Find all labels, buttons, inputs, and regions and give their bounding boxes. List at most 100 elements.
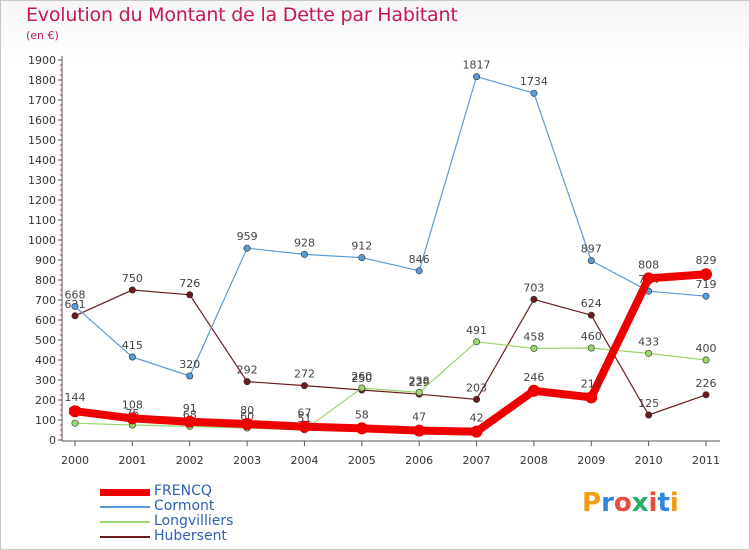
series-line-cormont	[74, 75, 707, 377]
y-tick-label: 0	[49, 434, 56, 447]
data-label-longvilliers: 400	[696, 342, 717, 355]
data-point-cormont	[415, 267, 423, 275]
data-label-frencq: 47	[412, 411, 426, 424]
x-tick-label: 2000	[61, 454, 89, 467]
y-tick-label: 1900	[28, 54, 56, 67]
data-point-cormont	[530, 89, 538, 97]
data-label-frencq: 246	[523, 371, 544, 384]
data-point-frencq	[241, 418, 254, 430]
data-label-hubersent: 292	[237, 364, 258, 377]
legend-item-frencq: FRENCQ	[100, 484, 340, 499]
legend-item-longvilliers: Longvilliers	[100, 514, 340, 529]
data-label-longvilliers: 433	[638, 335, 659, 348]
x-tick-label: 2003	[233, 454, 261, 467]
data-label-cormont: 959	[237, 230, 258, 243]
data-label-hubersent: 750	[122, 272, 143, 285]
data-point-hubersent	[587, 311, 595, 319]
data-label-cormont: 415	[122, 339, 143, 352]
data-point-longvilliers	[645, 349, 653, 357]
y-tick-label: 1800	[28, 74, 56, 87]
data-point-longvilliers	[358, 384, 366, 392]
data-point-cormont	[186, 372, 194, 380]
logo-letter: o	[613, 488, 632, 518]
y-tick-label: 1700	[28, 94, 56, 107]
data-point-hubersent	[71, 312, 79, 320]
data-label-cormont: 719	[696, 278, 717, 291]
legend-swatch-longvilliers	[100, 521, 150, 523]
data-point-longvilliers	[71, 419, 79, 427]
data-point-longvilliers	[415, 388, 423, 396]
x-tick-label: 2005	[348, 454, 376, 467]
x-tick-label: 2006	[405, 454, 433, 467]
y-tick-label: 300	[35, 374, 56, 387]
legend-item-hubersent: Hubersent	[100, 529, 340, 544]
data-label-longvilliers: 51	[297, 412, 311, 425]
series-line-hubersent	[74, 289, 707, 416]
data-point-frencq	[642, 272, 655, 285]
data-label-cormont: 668	[65, 288, 86, 301]
data-label-hubersent: 624	[581, 297, 602, 310]
y-tick-label: 1300	[28, 174, 56, 187]
logo-letter: x	[631, 488, 649, 518]
x-tick-label: 2009	[577, 454, 605, 467]
y-tick-label: 600	[35, 314, 56, 327]
y-tick-label: 700	[35, 294, 56, 307]
y-tick-label: 1200	[28, 194, 56, 207]
x-tick-label: 2002	[176, 454, 204, 467]
data-label-hubersent: 203	[466, 381, 487, 394]
data-point-hubersent	[702, 391, 710, 399]
data-label-frencq: 144	[65, 391, 86, 404]
data-point-hubersent	[186, 291, 194, 299]
data-label-longvilliers: 238	[409, 374, 430, 387]
data-label-hubersent: 703	[523, 281, 544, 294]
data-label-frencq: 80	[240, 404, 254, 417]
data-label-frencq: 213	[581, 377, 602, 390]
data-label-frencq: 108	[122, 398, 143, 411]
y-tick-label: 1400	[28, 154, 56, 167]
y-tick-label: 900	[35, 254, 56, 267]
data-label-hubersent: 125	[638, 397, 659, 410]
y-tick-label: 1600	[28, 114, 56, 127]
data-label-cormont: 846	[409, 253, 430, 266]
legend-label-frencq: FRENCQ	[154, 483, 212, 499]
data-label-cormont: 912	[351, 240, 372, 253]
proxiti-logo: Proxiti	[582, 488, 679, 518]
data-point-frencq	[126, 412, 139, 425]
data-label-frencq: 58	[355, 408, 369, 421]
legend-item-cormont: Cormont	[100, 499, 340, 514]
data-point-frencq	[355, 422, 368, 435]
series-line-longvilliers	[74, 341, 707, 431]
legend-label-longvilliers: Longvilliers	[154, 513, 234, 529]
logo-letter: i	[648, 488, 658, 518]
data-point-cormont	[358, 254, 366, 262]
x-tick-label: 2001	[118, 454, 146, 467]
data-label-hubersent: 272	[294, 368, 315, 381]
data-point-cormont	[587, 257, 595, 265]
chart-title: Evolution du Montant de la Dette par Hab…	[26, 4, 458, 26]
data-point-frencq	[298, 420, 311, 433]
data-point-longvilliers	[473, 338, 481, 346]
data-point-hubersent	[243, 378, 251, 386]
legend-swatch-hubersent	[100, 536, 150, 538]
data-point-frencq	[413, 424, 426, 437]
chart-subtitle: (en €)	[26, 29, 59, 42]
y-tick-label: 100	[35, 414, 56, 427]
y-tick-label: 500	[35, 334, 56, 347]
data-point-frencq	[527, 384, 540, 397]
data-label-hubersent: 226	[696, 377, 717, 390]
data-point-frencq	[585, 391, 598, 404]
data-label-cormont: 1817	[463, 59, 491, 72]
data-point-cormont	[473, 73, 481, 81]
y-tick-label: 200	[35, 394, 56, 407]
y-tick-label: 400	[35, 354, 56, 367]
data-point-hubersent	[473, 395, 481, 403]
legend-label-cormont: Cormont	[154, 498, 215, 514]
data-label-longvilliers: 460	[581, 330, 602, 343]
legend-swatch-frencq	[100, 489, 150, 496]
data-label-hubersent: 726	[179, 277, 200, 290]
y-tick-label: 1000	[28, 234, 56, 247]
y-tick-label: 1500	[28, 134, 56, 147]
logo-letter: r	[601, 488, 614, 518]
x-tick-label: 2010	[635, 454, 663, 467]
